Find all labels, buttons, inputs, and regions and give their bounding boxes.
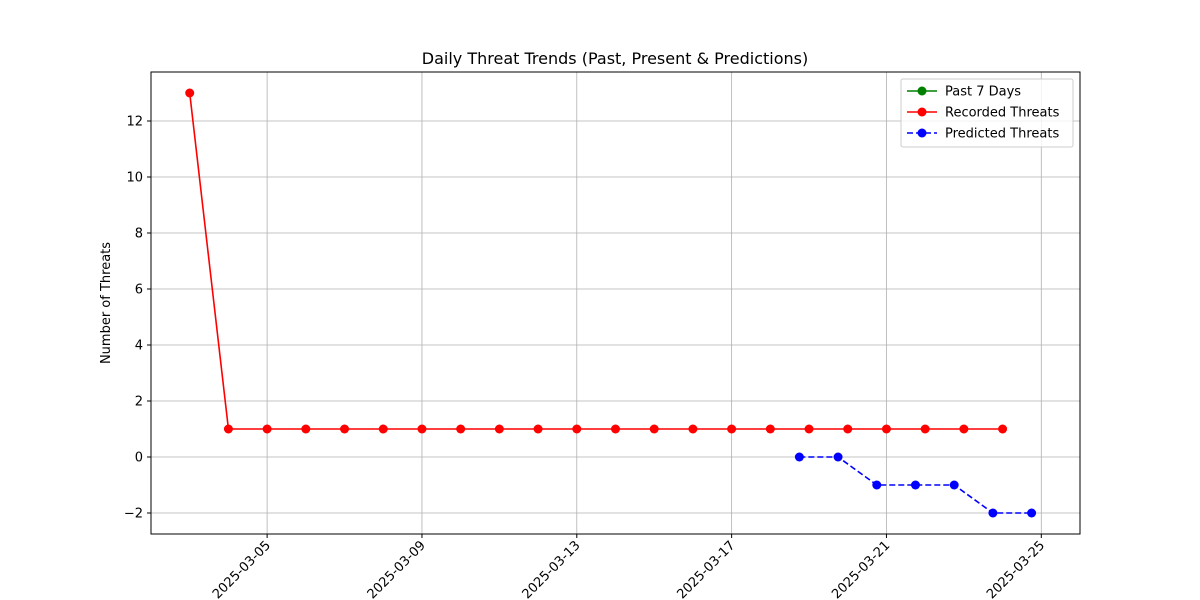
data-point [959, 424, 969, 434]
y-tick-label: 12 [126, 115, 143, 130]
data-point [494, 424, 504, 434]
plot-frame [150, 71, 1081, 535]
data-point [417, 424, 427, 434]
data-point [611, 424, 620, 434]
data-point [872, 480, 882, 490]
data-point [533, 424, 543, 434]
x-tick-label: 2025-03-17 [674, 538, 738, 600]
y-axis-title: Number of Threats [99, 242, 114, 364]
x-tick-label: 2025-03-09 [365, 538, 429, 600]
data-point [988, 508, 998, 518]
x-tick-label: 2025-03-13 [520, 538, 584, 600]
data-point [833, 452, 843, 462]
data-point [456, 424, 466, 434]
y-tick-label: 0 [135, 451, 143, 466]
legend-swatch-marker [917, 107, 927, 117]
data-point [301, 424, 311, 434]
data-point [649, 424, 659, 434]
data-point [1027, 508, 1037, 518]
data-point [804, 424, 814, 434]
y-tick-label: 4 [135, 339, 143, 354]
series-layer [185, 88, 1037, 518]
y-tick-label: 6 [135, 283, 143, 298]
y-tick-label: 2 [135, 395, 143, 410]
series-predicted-threats [794, 452, 1037, 518]
data-point [727, 424, 737, 434]
data-point [765, 424, 775, 434]
x-tick-label: 2025-03-25 [984, 538, 1048, 600]
data-point [843, 424, 853, 434]
data-point [185, 88, 195, 98]
legend-label: Predicted Threats [945, 127, 1059, 142]
data-point [998, 424, 1008, 434]
data-point [949, 480, 959, 490]
data-point [881, 424, 891, 434]
series-recorded-threats [185, 88, 1008, 434]
series-line [188, 92, 1003, 430]
data-point [794, 452, 804, 462]
data-point [378, 424, 388, 434]
tick-layer: 2025-03-05 2025-03-09 2025-03-13 2025-03-17… [124, 115, 1048, 600]
y-tick-label: 8 [135, 227, 143, 242]
legend: Past 7 Days Recorded Threats Predicted Thr… [900, 78, 1074, 148]
data-point [340, 424, 350, 434]
data-point [572, 424, 582, 434]
data-point [262, 424, 272, 434]
y-tick-label: 10 [126, 171, 143, 186]
legend-label: Past 7 Days [945, 85, 1021, 100]
data-point [688, 424, 698, 434]
x-tick-label: 2025-03-05 [210, 538, 274, 600]
legend-swatch-marker [917, 86, 927, 96]
data-point [910, 480, 920, 490]
chart-title: Daily Threat Trends (Past, Present & Pre… [422, 49, 808, 68]
data-point [920, 424, 930, 434]
y-tick-label: −2 [124, 507, 143, 522]
legend-swatch-marker [917, 128, 927, 138]
legend-frame [900, 78, 1074, 148]
legend-label: Recorded Threats [945, 106, 1060, 121]
x-tick-label: 2025-03-21 [829, 538, 893, 600]
data-point [223, 424, 233, 434]
